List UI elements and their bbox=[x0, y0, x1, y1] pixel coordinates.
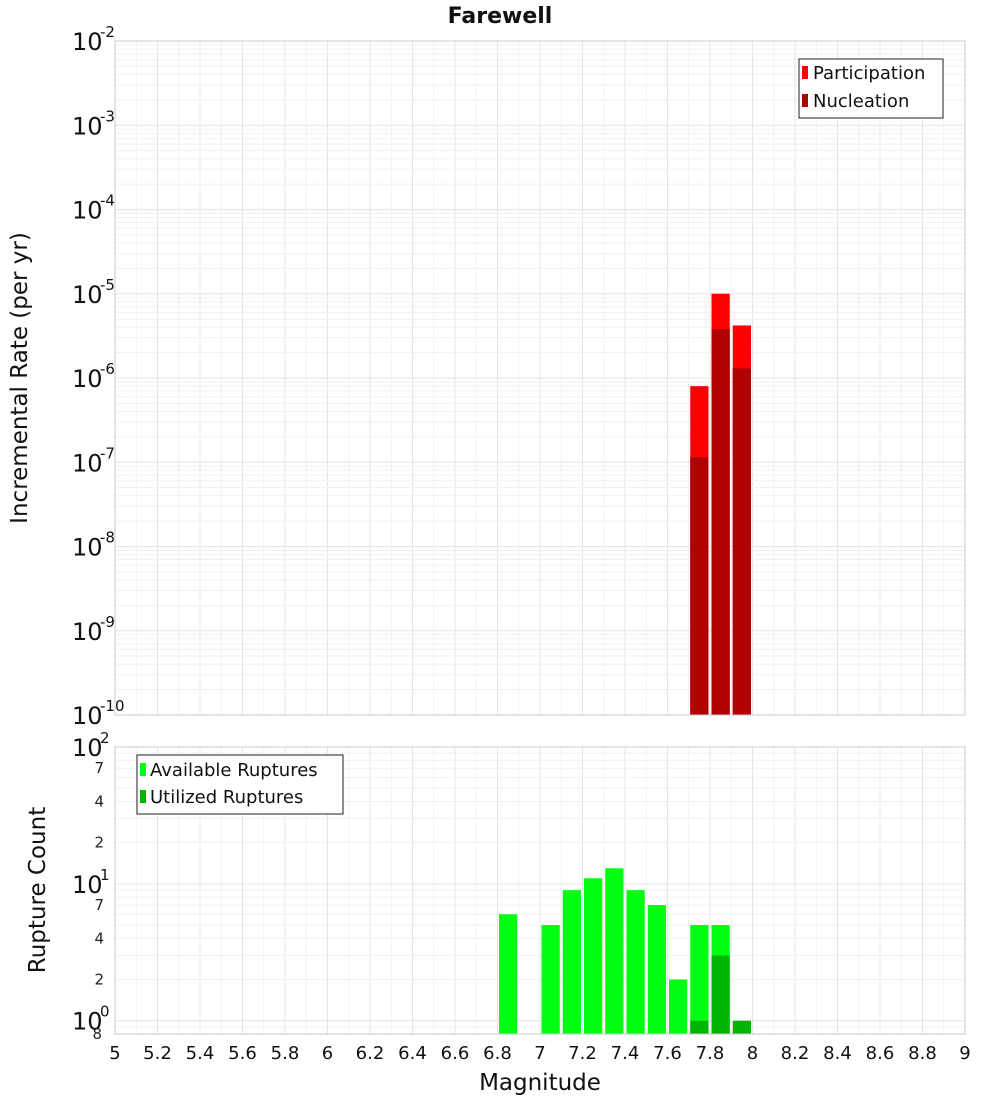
y-tick-label-base: 10 bbox=[72, 449, 103, 477]
bottom-y-axis-label: Rupture Count bbox=[25, 807, 51, 973]
x-tick-label: 7.2 bbox=[568, 1043, 597, 1064]
bar-nucleation bbox=[732, 368, 751, 715]
x-tick-label: 7.8 bbox=[696, 1043, 725, 1064]
bar-nucleation bbox=[711, 329, 730, 715]
top-y-tick-labels: 10-210-310-410-510-610-710-810-910-10 bbox=[72, 23, 125, 730]
x-tick-labels: 5 5.2 5.4 5.6 5.8 6 6.2 6.4 6.6 6.8 7 7.2 7.4 7.6 7.8 8… bbox=[109, 1043, 970, 1064]
y-tick-label-minor: 7 bbox=[94, 759, 104, 777]
bar-available-ruptures bbox=[499, 914, 518, 1034]
x-tick-label: 8.6 bbox=[866, 1043, 895, 1064]
x-tick-label: 5 bbox=[109, 1043, 120, 1064]
legend-swatch bbox=[140, 790, 146, 803]
x-tick-label: 7.4 bbox=[611, 1043, 640, 1064]
x-tick-label: 7 bbox=[534, 1043, 545, 1064]
y-tick-label-exponent: -3 bbox=[100, 107, 115, 125]
bar-available-ruptures bbox=[605, 868, 624, 1034]
x-tick-label: 8 bbox=[747, 1043, 758, 1064]
x-tick-label: 9 bbox=[959, 1043, 970, 1064]
bottom-plot-bars bbox=[499, 868, 751, 1034]
y-tick-label-base: 10 bbox=[72, 28, 103, 56]
bottom-legend: Available Ruptures Utilized Ruptures bbox=[136, 754, 344, 815]
y-tick-label-exponent: -2 bbox=[100, 23, 115, 41]
y-tick-label-exponent: 1 bbox=[100, 866, 110, 884]
y-tick-label-minor: 2 bbox=[94, 834, 104, 852]
chart-title: Farewell bbox=[448, 4, 553, 29]
legend-frame bbox=[136, 754, 344, 815]
legend-label: Participation bbox=[813, 63, 925, 84]
legend-swatch bbox=[802, 94, 808, 107]
top-plot-bars bbox=[690, 293, 751, 715]
y-tick-label-exponent: -4 bbox=[100, 192, 115, 210]
y-tick-label-base: 10 bbox=[72, 534, 103, 562]
x-axis-label: Magnitude bbox=[479, 1070, 601, 1096]
legend-label: Nucleation bbox=[813, 91, 909, 112]
y-tick-label-minor: 7 bbox=[94, 896, 104, 914]
y-tick-label-minor: 4 bbox=[94, 792, 104, 810]
x-tick-label: 5.8 bbox=[271, 1043, 300, 1064]
bar-available-ruptures bbox=[562, 890, 581, 1034]
x-tick-label: 6.2 bbox=[356, 1043, 385, 1064]
x-tick-label: 7.6 bbox=[653, 1043, 682, 1064]
bar-available-ruptures bbox=[541, 925, 560, 1034]
bar-nucleation bbox=[690, 457, 709, 715]
x-tick-label: 8.2 bbox=[781, 1043, 810, 1064]
x-tick-label: 6.8 bbox=[483, 1043, 512, 1064]
bottom-plot-grid bbox=[114, 746, 966, 1035]
bar-utilized-ruptures bbox=[690, 1020, 709, 1034]
y-tick-label-base: 10 bbox=[72, 734, 103, 762]
y-tick-label-base: 10 bbox=[72, 197, 103, 225]
y-tick-label-base: 10 bbox=[72, 365, 103, 393]
y-tick-label-exponent: -9 bbox=[100, 613, 115, 631]
y-tick-label-exponent: -10 bbox=[100, 697, 125, 715]
x-tick-label: 8.8 bbox=[908, 1043, 937, 1064]
legend-label: Utilized Ruptures bbox=[150, 787, 303, 808]
y-tick-label-exponent: -5 bbox=[100, 276, 115, 294]
bar-available-ruptures bbox=[669, 979, 688, 1034]
top-y-axis-label: Incremental Rate (per yr) bbox=[7, 232, 33, 524]
x-tick-label: 5.4 bbox=[186, 1043, 215, 1064]
y-tick-label-base: 10 bbox=[72, 281, 103, 309]
y-tick-label-base: 10 bbox=[72, 702, 103, 730]
y-tick-label-base: 10 bbox=[72, 112, 103, 140]
bar-available-ruptures bbox=[626, 890, 645, 1034]
y-tick-label-exponent: 0 bbox=[100, 1003, 110, 1021]
y-tick-label-exponent: 2 bbox=[100, 729, 110, 747]
x-tick-label: 8.4 bbox=[823, 1043, 852, 1064]
legend-label: Available Ruptures bbox=[150, 760, 318, 781]
legend-swatch bbox=[802, 66, 808, 79]
bar-available-ruptures bbox=[690, 925, 709, 1034]
bar-utilized-ruptures bbox=[711, 955, 730, 1034]
bar-available-ruptures bbox=[647, 905, 666, 1034]
bottom-plot-frame bbox=[114, 746, 966, 1035]
legend-swatch bbox=[140, 763, 146, 776]
x-tick-label: 5.6 bbox=[228, 1043, 257, 1064]
y-tick-label-minor: 4 bbox=[94, 929, 104, 947]
top-plot-frame bbox=[114, 40, 966, 716]
x-tick-label: 5.2 bbox=[143, 1043, 172, 1064]
bar-utilized-ruptures bbox=[732, 1020, 751, 1034]
top-legend: Participation Nucleation bbox=[798, 58, 944, 119]
x-tick-label: 6 bbox=[322, 1043, 333, 1064]
y-tick-label-exponent: -6 bbox=[100, 360, 115, 378]
x-tick-label: 6.4 bbox=[398, 1043, 427, 1064]
y-tick-label-exponent: -8 bbox=[100, 529, 115, 547]
x-tick-label: 6.6 bbox=[441, 1043, 470, 1064]
y-tick-label-base: 10 bbox=[72, 1008, 103, 1036]
bar-available-ruptures bbox=[584, 878, 603, 1034]
legend-frame bbox=[798, 58, 944, 119]
y-tick-label-minor: 8 bbox=[92, 1025, 102, 1043]
top-plot-grid bbox=[114, 41, 966, 716]
y-tick-label-base: 10 bbox=[72, 618, 103, 646]
y-tick-label-exponent: -7 bbox=[100, 444, 115, 462]
y-tick-label-base: 10 bbox=[72, 871, 103, 899]
y-tick-label-minor: 2 bbox=[94, 971, 104, 989]
